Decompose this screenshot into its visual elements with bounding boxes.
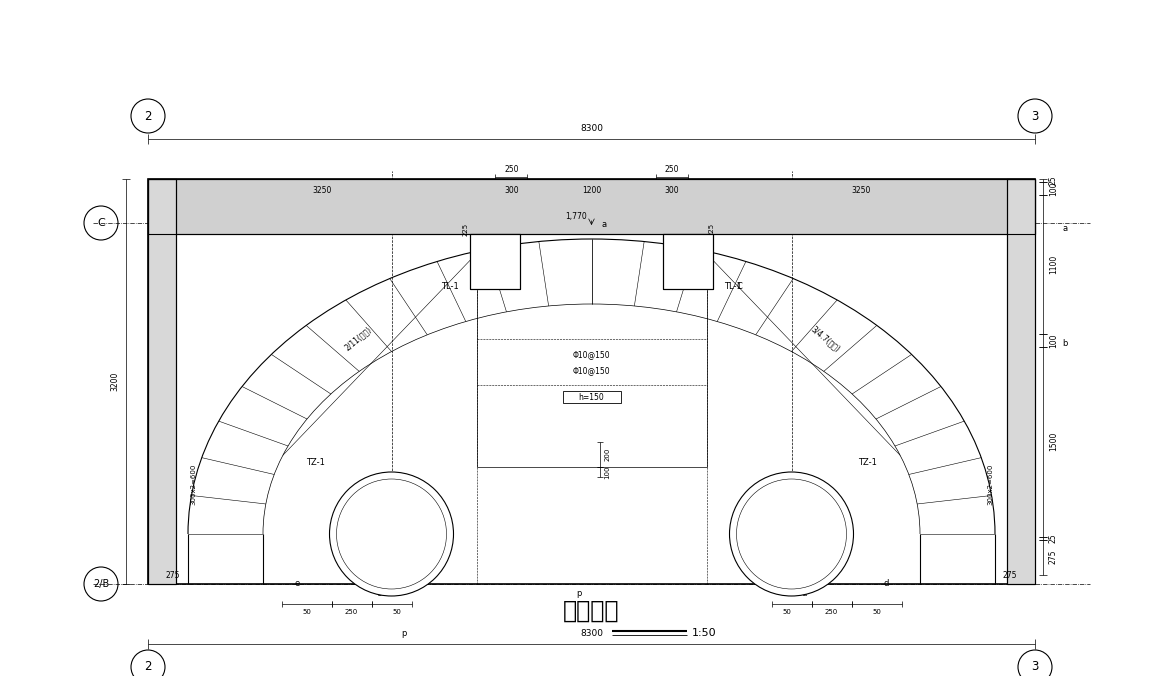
Text: 50: 50 [872,609,881,615]
Text: 2/11(坡角): 2/11(坡角) [342,325,374,352]
Text: e: e [376,589,382,598]
Text: TZ-2: TZ-2 [485,260,505,268]
Bar [470,234,520,289]
Text: p: p [576,589,581,598]
Text: 2/B: 2/B [93,579,110,589]
Text: TZ-1: TZ-1 [859,458,877,467]
Text: 50: 50 [392,609,401,615]
Text: 25: 25 [1049,176,1058,185]
Text: 3250: 3250 [852,186,871,195]
Text: 3250: 3250 [312,186,331,195]
Text: 2: 2 [144,110,152,122]
Text: 275: 275 [1049,550,1058,564]
Text: a: a [1062,224,1068,233]
Text: e: e [294,579,300,589]
Bar [563,391,620,404]
Text: 3: 3 [1031,660,1039,673]
Text: 225: 225 [708,223,715,236]
Text: 200: 200 [604,448,610,461]
Text: C: C [737,282,743,291]
Text: TL-1: TL-1 [724,282,743,291]
Bar [148,179,1035,584]
Text: 300x2=600: 300x2=600 [190,463,196,505]
Text: 50: 50 [302,609,311,615]
Text: p: p [401,629,407,639]
Text: a: a [602,220,606,229]
Text: 25: 25 [1049,533,1058,543]
Text: TZ-1: TZ-1 [306,458,324,467]
Text: 8300: 8300 [580,629,603,638]
Text: 250: 250 [824,609,838,615]
Text: b: b [791,550,797,558]
Bar [148,179,176,584]
Text: 300: 300 [504,186,519,195]
Text: C: C [97,218,105,228]
Bar [148,179,1035,234]
Text: Φ10@150: Φ10@150 [573,349,610,359]
Text: 3: 3 [1031,110,1039,122]
Text: 100: 100 [1049,181,1058,196]
Text: 1200: 1200 [582,186,601,195]
Bar [663,234,713,289]
Bar [470,234,520,289]
Text: b: b [1062,339,1068,348]
Bar [1007,179,1035,584]
Bar [1007,179,1035,584]
Circle shape [330,472,453,596]
Text: 97°: 97° [415,511,428,517]
Text: 8300: 8300 [580,124,603,133]
Text: d: d [883,579,889,589]
Text: 275: 275 [166,571,180,580]
Text: TL-1: TL-1 [440,282,459,291]
Text: 250: 250 [345,609,359,615]
Text: 275: 275 [1003,571,1017,580]
Bar [148,179,1035,234]
Text: 1,770: 1,770 [566,212,587,221]
Text: 1:50: 1:50 [692,628,716,638]
Text: 100: 100 [1049,333,1058,347]
Text: 顶层平面: 顶层平面 [564,599,620,623]
Text: d: d [801,589,807,598]
Text: 3200: 3200 [110,372,119,391]
Text: 1100: 1100 [1049,255,1058,274]
Text: 1500: 1500 [1049,432,1058,452]
Circle shape [730,472,853,596]
Text: TZ-2: TZ-2 [678,260,698,268]
Bar [663,234,713,289]
Text: 250: 250 [504,165,519,174]
Text: 3/4.7(坡角): 3/4.7(坡角) [809,324,842,354]
Text: 300: 300 [664,186,679,195]
Text: 50: 50 [782,609,791,615]
Text: h=150: h=150 [579,393,604,402]
Text: 100: 100 [604,465,610,479]
Text: Φ10@150: Φ10@150 [573,366,610,375]
Text: 97°: 97° [755,511,768,517]
Bar [148,179,176,584]
Text: 225: 225 [462,223,468,236]
Text: 250: 250 [664,165,679,174]
Text: 2: 2 [144,660,152,673]
Text: 300x2=600: 300x2=600 [987,463,993,505]
